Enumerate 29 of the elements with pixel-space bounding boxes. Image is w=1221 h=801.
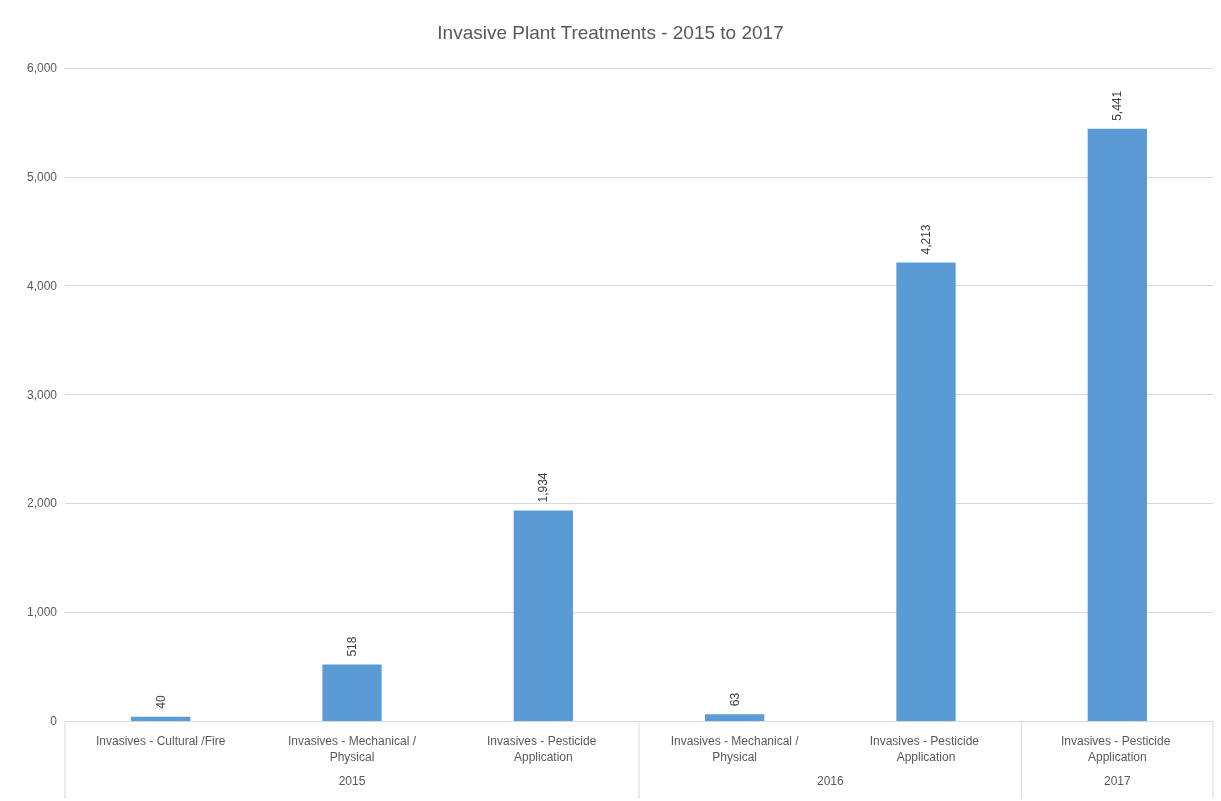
- x-tick-label: Invasives - Mechanical /Physical: [670, 734, 800, 764]
- data-label: 63: [727, 692, 742, 707]
- text: 2015: [338, 774, 366, 788]
- bar: [705, 714, 765, 721]
- y-tick-label: 6,000: [26, 61, 58, 75]
- x-tick-label: Invasives - Cultural /Fire: [95, 734, 226, 748]
- data-label: 4,213: [919, 224, 933, 255]
- chart-title: Invasive Plant Treatments - 2015 to 2017: [437, 22, 784, 43]
- x-tick-label: Invasives - Pesticide Application: [1060, 734, 1174, 764]
- y-tick-label: 4,000: [26, 278, 58, 293]
- text: 2016: [816, 774, 844, 788]
- y-tick-label: 3,000: [26, 387, 58, 402]
- text: 2017: [1103, 774, 1131, 788]
- data-label: 5,441: [1110, 90, 1125, 121]
- data-label: 1,934: [536, 472, 551, 503]
- bar: [896, 262, 956, 721]
- y-tick-label: 1,000: [26, 605, 58, 620]
- bar: [513, 510, 573, 721]
- x-tick-label: Invasives - Pesticide Application: [486, 734, 600, 764]
- x-tick-label: Invasives - Pesticide Application: [869, 734, 983, 764]
- y-tick-label: 2,000: [26, 496, 58, 511]
- y-tick-label: 0: [50, 714, 58, 728]
- data-label: 518: [345, 636, 359, 657]
- data-label: 40: [153, 694, 168, 709]
- x-tick-label: Invasives - Mechanical /Physical: [287, 734, 417, 764]
- bar: [1087, 128, 1147, 721]
- y-tick-label: 5,000: [26, 169, 58, 184]
- bar: [322, 664, 382, 721]
- bar: [131, 716, 191, 721]
